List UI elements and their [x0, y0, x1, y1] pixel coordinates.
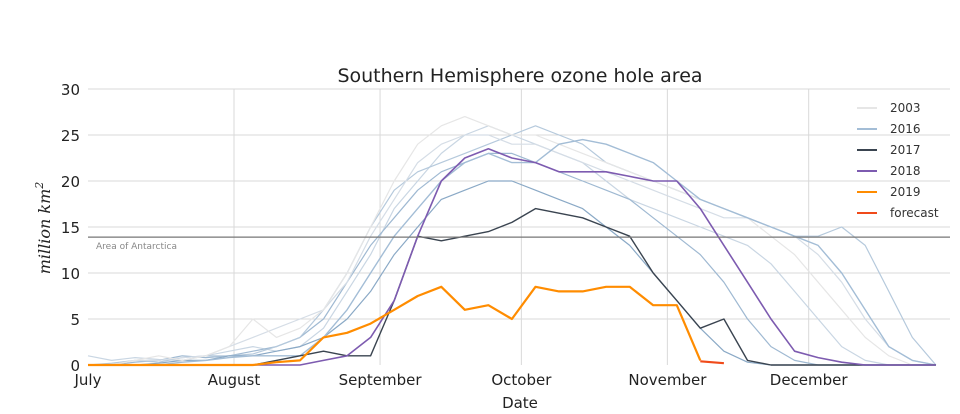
x-tick-label: September [339, 371, 423, 389]
y-tick-label: 0 [70, 357, 80, 375]
series-lines [87, 116, 937, 367]
grid [88, 88, 950, 365]
x-tick-label: October [491, 371, 552, 389]
series-line-2003 [88, 116, 936, 366]
legend-label: 2017 [890, 143, 921, 157]
legend-item: 2003 [857, 101, 921, 115]
x-tick-label: August [208, 371, 261, 389]
y-tick-label: 5 [70, 311, 80, 329]
legend-label: 2019 [890, 185, 921, 199]
antarctica-reference-label: Area of Antarctica [96, 242, 177, 252]
axes: 0 5 10 15 20 25 30 July August September October No… [61, 81, 849, 389]
series-line-2019 [88, 285, 702, 367]
y-tick-label: 30 [61, 81, 80, 99]
legend-label: 2016 [890, 122, 921, 136]
x-tick-label: July [74, 371, 102, 389]
legend-item: forecast [857, 206, 939, 220]
y-axis-label-superscript: 2 [33, 182, 46, 190]
chart-title: Southern Hemisphere ozone hole area [337, 65, 702, 87]
reference-line-group: Area of Antarctica [88, 236, 950, 252]
x-tick-label: December [770, 371, 849, 389]
legend-item: 2017 [857, 143, 921, 157]
y-axis-label: million km2 [33, 182, 54, 275]
series-line-2016 [88, 138, 937, 366]
legend-label: 2018 [890, 164, 921, 178]
y-tick-label: 20 [61, 173, 80, 191]
x-axis-label: Date [502, 394, 538, 412]
legend-item: 2018 [857, 164, 921, 178]
y-tick-label: 10 [61, 265, 80, 283]
legend-label: forecast [890, 206, 939, 220]
legend: 2003 2016 2017 2018 2019 forecast [857, 101, 939, 220]
y-tick-label: 15 [61, 219, 80, 237]
x-tick-label: November [628, 371, 707, 389]
series-line-forecast [700, 360, 724, 365]
y-axis-label-text: million km [35, 189, 54, 275]
y-tick-label: 25 [61, 127, 80, 145]
legend-label: 2003 [890, 101, 921, 115]
legend-item: 2019 [857, 185, 921, 199]
legend-item: 2016 [857, 122, 921, 136]
